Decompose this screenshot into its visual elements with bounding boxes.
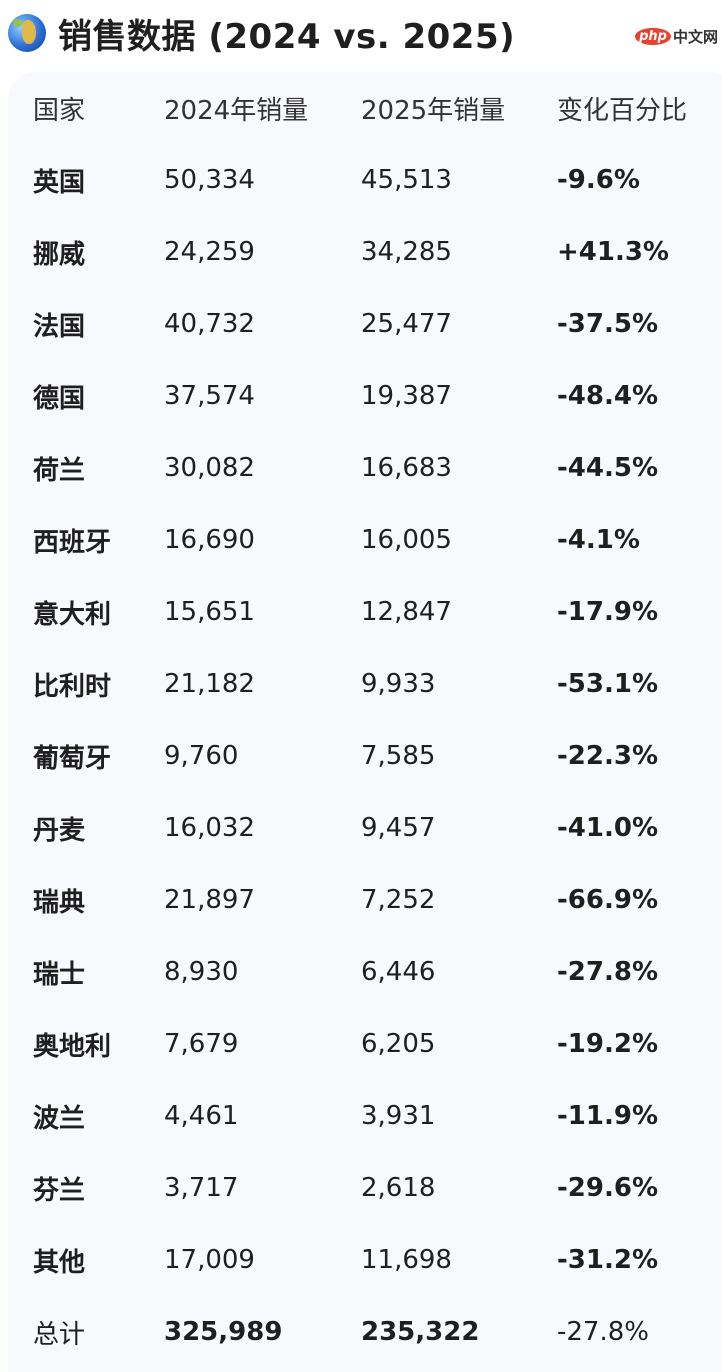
sales-2024-cell: 21,182: [164, 669, 255, 699]
sales-table: 国家 2024年销量 2025年销量 变化百分比 英国 50,334 45,513 -…: [8, 72, 722, 1372]
change-cell: -48.4%: [557, 381, 658, 411]
country-cell: 西班牙: [33, 527, 112, 558]
change-cell: -22.3%: [557, 741, 658, 771]
watermark-php: php: [635, 28, 671, 45]
sales-2025-cell: 9,933: [361, 669, 436, 699]
watermark-text: 中文网: [672, 28, 718, 46]
sales-2024-cell: 30,082: [164, 453, 255, 483]
table-row: 其他 17,009 11,698 -31.2%: [8, 1224, 722, 1296]
table-row: 丹麦 16,032 9,457 -41.0%: [8, 792, 722, 864]
table-row: 法国 40,732 25,477 -37.5%: [8, 288, 722, 360]
sales-2024-cell: 50,334: [164, 165, 255, 195]
table-row: 芬兰 3,717 2,618 -29.6%: [8, 1152, 722, 1224]
country-cell: 荷兰: [33, 455, 86, 486]
sales-2024-cell: 7,679: [164, 1029, 239, 1059]
country-cell: 法国: [33, 311, 86, 342]
table-row: 瑞典 21,897 7,252 -66.9%: [8, 864, 722, 936]
sales-2025-cell: 6,205: [361, 1029, 436, 1059]
total-label: 总计: [33, 1319, 86, 1350]
change-cell: -19.2%: [557, 1029, 658, 1059]
change-cell: -37.5%: [557, 309, 658, 339]
country-cell: 德国: [33, 383, 86, 414]
country-cell: 芬兰: [33, 1175, 86, 1206]
sales-2024-cell: 8,930: [164, 957, 239, 987]
sales-2025-cell: 19,387: [361, 381, 452, 411]
change-cell: -29.6%: [557, 1173, 658, 1203]
change-cell: +41.3%: [557, 237, 669, 267]
page-title-text: 销售数据 (2024 vs. 2025): [58, 16, 516, 57]
change-cell: -27.8%: [557, 957, 658, 987]
sales-2025-cell: 11,698: [361, 1245, 452, 1275]
sales-2024-cell: 3,717: [164, 1173, 239, 1203]
sales-2025-cell: 12,847: [361, 597, 452, 627]
sales-2025-cell: 34,285: [361, 237, 452, 267]
change-cell: -11.9%: [557, 1101, 658, 1131]
table-row: 奥地利 7,679 6,205 -19.2%: [8, 1008, 722, 1080]
table-row: 比利时 21,182 9,933 -53.1%: [8, 648, 722, 720]
table-row: 挪威 24,259 34,285 +41.3%: [8, 216, 722, 288]
sales-2024-cell: 21,897: [164, 885, 255, 915]
sales-2024-cell: 17,009: [164, 1245, 255, 1275]
country-cell: 丹麦: [33, 815, 86, 846]
table-row: 德国 37,574 19,387 -48.4%: [8, 360, 722, 432]
sales-2024-cell: 15,651: [164, 597, 255, 627]
sales-2024-cell: 16,690: [164, 525, 255, 555]
table-header: 国家 2024年销量 2025年销量 变化百分比: [8, 72, 722, 144]
country-cell: 波兰: [33, 1103, 86, 1134]
watermark-logo: php 中文网: [635, 26, 718, 47]
table-row: 意大利 15,651 12,847 -17.9%: [8, 576, 722, 648]
change-cell: -4.1%: [557, 525, 640, 555]
total-row: 总计 325,989 235,322 -27.8%: [8, 1296, 722, 1368]
total-2024: 325,989: [164, 1317, 283, 1347]
header-country: 国家: [33, 95, 86, 126]
sales-2024-cell: 37,574: [164, 381, 255, 411]
sales-2025-cell: 45,513: [361, 165, 452, 195]
country-cell: 奥地利: [33, 1031, 112, 1062]
header-2025: 2025年销量: [361, 95, 506, 126]
sales-2025-cell: 7,252: [361, 885, 436, 915]
total-change: -27.8%: [557, 1317, 649, 1347]
sales-2025-cell: 7,585: [361, 741, 436, 771]
header-change: 变化百分比: [557, 95, 688, 126]
sales-2025-cell: 9,457: [361, 813, 436, 843]
sales-2025-cell: 3,931: [361, 1101, 436, 1131]
country-cell: 英国: [33, 167, 86, 198]
table-row: 西班牙 16,690 16,005 -4.1%: [8, 504, 722, 576]
country-cell: 挪威: [33, 239, 86, 270]
table-row: 波兰 4,461 3,931 -11.9%: [8, 1080, 722, 1152]
country-cell: 意大利: [33, 599, 112, 630]
sales-2025-cell: 2,618: [361, 1173, 436, 1203]
country-cell: 瑞典: [33, 887, 86, 918]
change-cell: -44.5%: [557, 453, 658, 483]
change-cell: -53.1%: [557, 669, 658, 699]
sales-2025-cell: 25,477: [361, 309, 452, 339]
total-2025: 235,322: [361, 1317, 480, 1347]
table-row: 荷兰 30,082 16,683 -44.5%: [8, 432, 722, 504]
sales-2024-cell: 24,259: [164, 237, 255, 267]
country-cell: 葡萄牙: [33, 743, 112, 774]
country-cell: 其他: [33, 1247, 86, 1278]
sales-2024-cell: 16,032: [164, 813, 255, 843]
sales-2024-cell: 9,760: [164, 741, 239, 771]
change-cell: -17.9%: [557, 597, 658, 627]
page-title: 销售数据 (2024 vs. 2025): [8, 8, 515, 58]
sales-2024-cell: 40,732: [164, 309, 255, 339]
change-cell: -41.0%: [557, 813, 658, 843]
sales-2025-cell: 6,446: [361, 957, 436, 987]
sales-2025-cell: 16,005: [361, 525, 452, 555]
sales-2024-cell: 4,461: [164, 1101, 239, 1131]
sales-2025-cell: 16,683: [361, 453, 452, 483]
change-cell: -9.6%: [557, 165, 640, 195]
header-2024: 2024年销量: [164, 95, 309, 126]
change-cell: -66.9%: [557, 885, 658, 915]
table-row: 英国 50,334 45,513 -9.6%: [8, 144, 722, 216]
table-row: 瑞士 8,930 6,446 -27.8%: [8, 936, 722, 1008]
change-cell: -31.2%: [557, 1245, 658, 1275]
country-cell: 比利时: [33, 671, 112, 702]
table-row: 葡萄牙 9,760 7,585 -22.3%: [8, 720, 722, 792]
globe-icon: [8, 14, 46, 52]
country-cell: 瑞士: [33, 959, 86, 990]
